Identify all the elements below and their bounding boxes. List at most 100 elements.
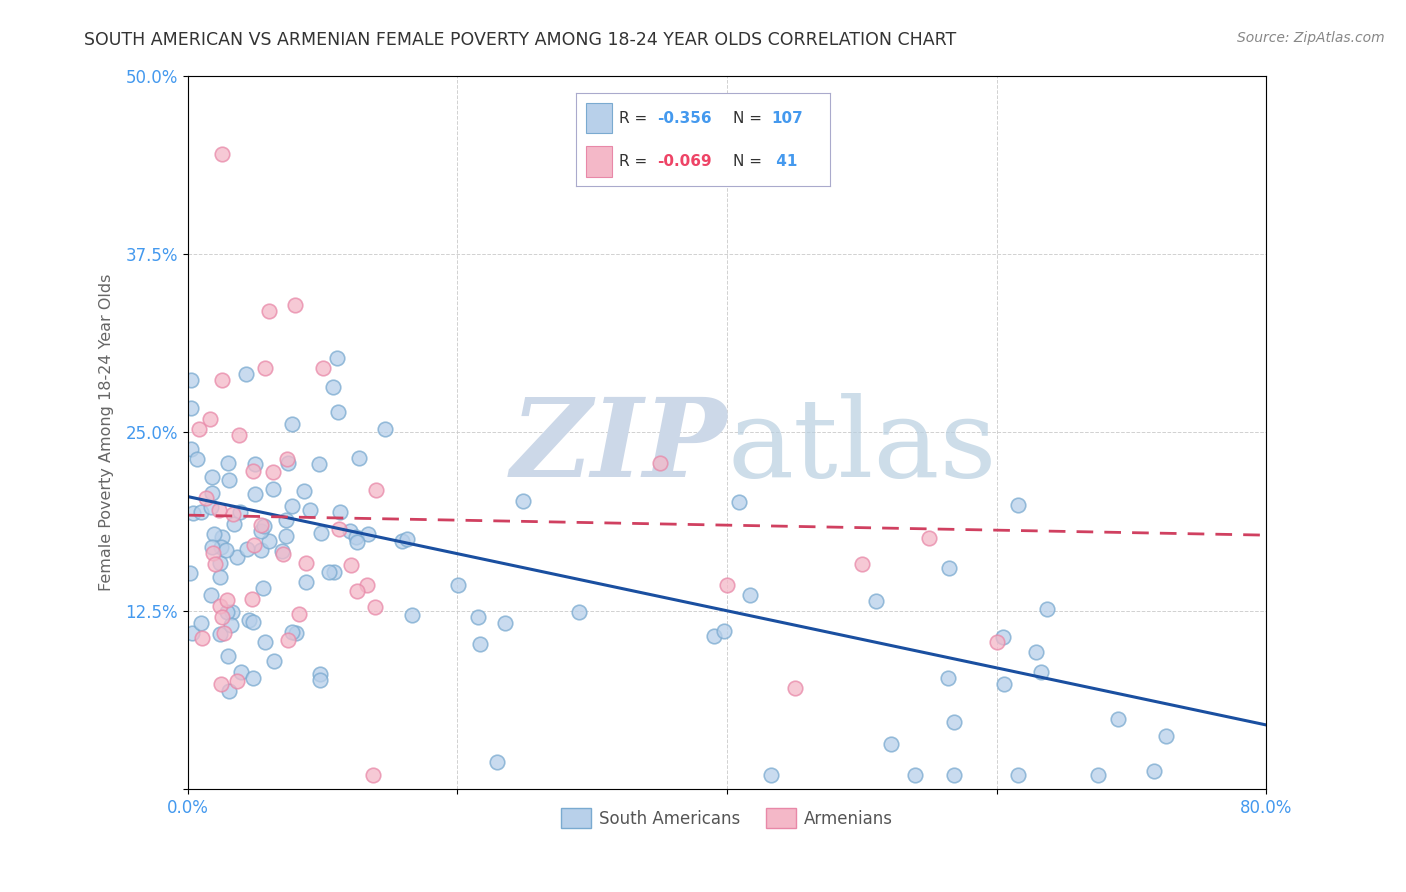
Point xyxy=(366,483,388,498)
Point xyxy=(1107,712,1129,726)
Point xyxy=(190,632,212,646)
Point xyxy=(323,565,346,579)
Point xyxy=(253,635,276,649)
Point xyxy=(943,715,966,730)
Point xyxy=(249,518,271,533)
Point xyxy=(200,588,222,602)
Point xyxy=(1154,729,1177,743)
Point xyxy=(236,542,259,557)
Legend: South Americans, Armenians: South Americans, Armenians xyxy=(554,802,900,834)
Point xyxy=(225,549,247,564)
Point xyxy=(1007,498,1029,512)
Point xyxy=(401,608,423,623)
Point xyxy=(986,635,1008,649)
Point xyxy=(245,486,267,500)
Point xyxy=(218,684,240,698)
Point xyxy=(252,519,274,533)
Point xyxy=(713,624,735,639)
Point xyxy=(257,534,280,549)
Point xyxy=(238,613,260,627)
Point xyxy=(759,768,782,782)
Point xyxy=(202,546,225,560)
Point xyxy=(339,524,361,538)
Point xyxy=(467,610,489,624)
Point xyxy=(485,756,508,770)
Point xyxy=(326,351,349,366)
Point xyxy=(1025,645,1047,659)
Point xyxy=(217,605,239,619)
Point xyxy=(271,544,294,558)
Text: Source: ZipAtlas.com: Source: ZipAtlas.com xyxy=(1237,31,1385,45)
Point xyxy=(209,627,232,641)
Point xyxy=(194,491,217,505)
Point xyxy=(936,671,959,685)
Point xyxy=(253,361,276,376)
Point xyxy=(328,521,350,535)
Point xyxy=(309,673,332,687)
Point xyxy=(344,530,367,544)
Point xyxy=(1087,768,1109,782)
Point xyxy=(904,768,927,782)
Point xyxy=(648,456,671,470)
Point xyxy=(235,367,257,381)
Point xyxy=(273,547,295,561)
Point xyxy=(209,541,232,555)
Text: SOUTH AMERICAN VS ARMENIAN FEMALE POVERTY AMONG 18-24 YEAR OLDS CORRELATION CHAR: SOUTH AMERICAN VS ARMENIAN FEMALE POVERT… xyxy=(84,31,956,49)
Point xyxy=(340,558,363,573)
Point xyxy=(200,500,222,514)
Point xyxy=(288,607,311,621)
Point xyxy=(224,516,246,531)
Point xyxy=(208,502,231,516)
Point xyxy=(219,618,242,632)
Point xyxy=(222,507,245,521)
Point xyxy=(783,681,806,695)
Point xyxy=(263,654,285,668)
Point xyxy=(447,578,470,592)
Point xyxy=(346,584,368,599)
Point xyxy=(229,665,252,679)
Text: atlas: atlas xyxy=(727,393,997,500)
Point xyxy=(257,304,280,318)
Point xyxy=(284,626,307,640)
Point xyxy=(357,527,380,541)
Point xyxy=(468,637,491,651)
Point xyxy=(274,529,297,543)
Point xyxy=(240,591,263,606)
Point xyxy=(993,677,1015,691)
Point xyxy=(229,505,252,519)
Point xyxy=(311,526,333,541)
Point xyxy=(211,373,233,387)
Point xyxy=(202,527,225,541)
Point xyxy=(245,457,267,471)
Point xyxy=(262,482,284,496)
Point xyxy=(190,505,212,519)
Point xyxy=(738,588,761,602)
Point xyxy=(217,593,239,607)
Point xyxy=(318,566,340,580)
Point xyxy=(201,470,224,484)
Point xyxy=(308,457,330,471)
Point xyxy=(198,412,221,426)
Point xyxy=(201,540,224,554)
Point xyxy=(329,505,352,519)
Point xyxy=(250,543,273,558)
Point xyxy=(1143,764,1166,778)
Point xyxy=(242,464,264,478)
Point xyxy=(179,566,201,581)
Point xyxy=(374,422,396,436)
Point xyxy=(212,625,235,640)
Point xyxy=(308,667,330,681)
Point xyxy=(211,609,233,624)
Point xyxy=(851,557,873,571)
Point xyxy=(716,578,738,592)
Point xyxy=(211,147,233,161)
Point xyxy=(299,503,322,517)
Point xyxy=(880,737,903,751)
Point xyxy=(1036,602,1059,616)
Point xyxy=(180,442,202,456)
Point xyxy=(865,594,887,608)
Point xyxy=(262,465,284,479)
Point xyxy=(252,581,274,595)
Point xyxy=(311,361,333,376)
Point xyxy=(938,560,960,574)
